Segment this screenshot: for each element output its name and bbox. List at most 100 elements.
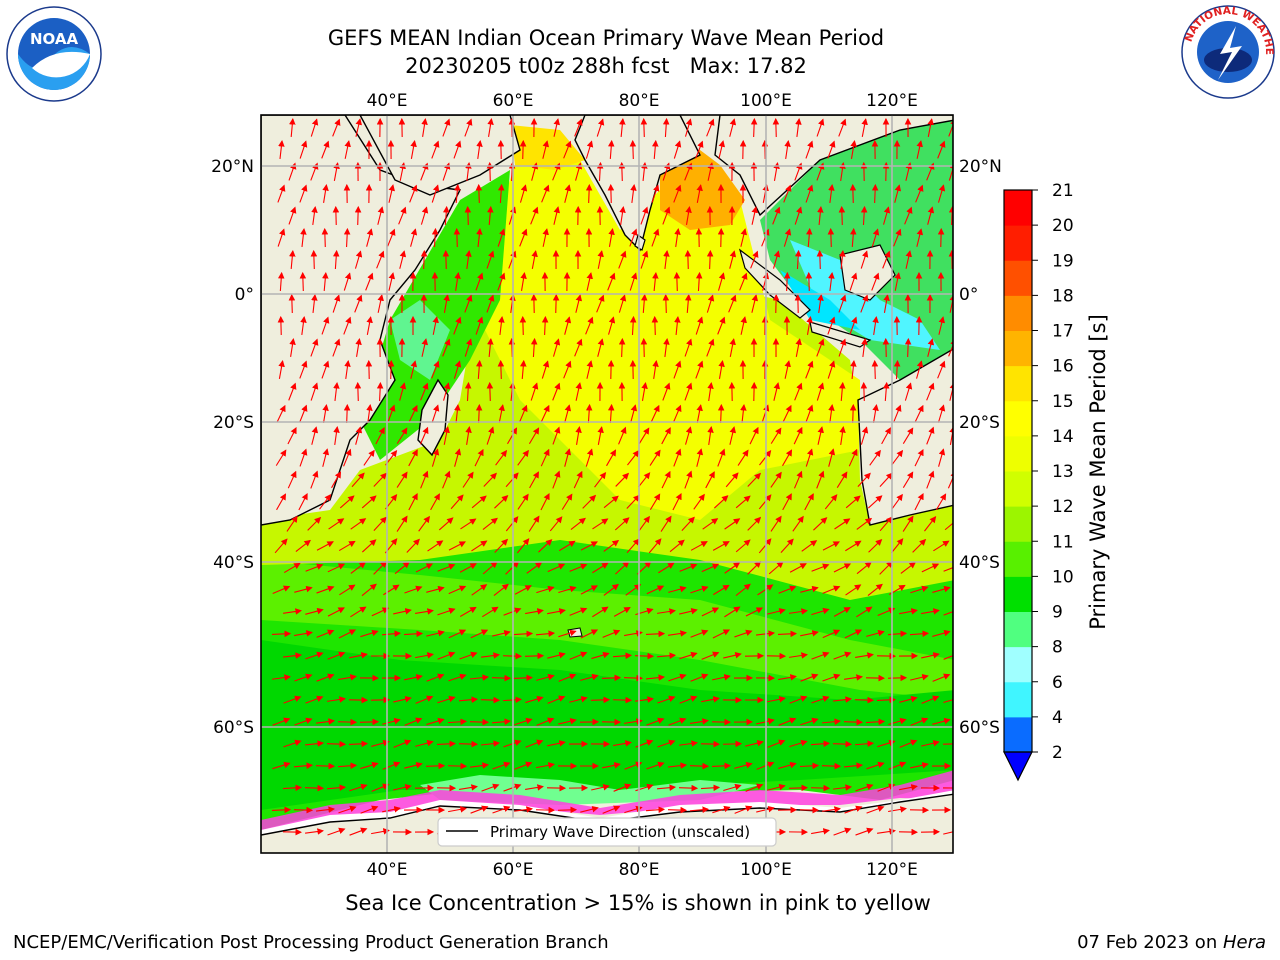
- wave-arrow: [420, 206, 429, 225]
- wave-arrow: [833, 563, 852, 573]
- wave-arrow: [525, 608, 544, 615]
- wave-arrow: [943, 699, 953, 703]
- wave-arrow: [333, 426, 340, 445]
- wave-arrow: [492, 629, 511, 637]
- wave-arrow: [707, 382, 714, 401]
- wave-arrow: [404, 674, 423, 681]
- wave-arrow: [910, 585, 929, 594]
- lon-label-top: 80°E: [619, 91, 660, 111]
- wave-arrow: [396, 515, 408, 532]
- wave-arrow: [619, 117, 626, 138]
- wave-arrow: [822, 806, 841, 813]
- wave-arrow: [717, 403, 725, 424]
- wave-arrow: [674, 315, 681, 336]
- wave-arrow: [377, 206, 385, 225]
- wave-arrow: [833, 651, 852, 660]
- wave-arrow: [547, 740, 566, 747]
- wave-arrow: [294, 717, 313, 726]
- wave-arrow: [366, 316, 373, 335]
- wave-arrow: [603, 583, 619, 596]
- wave-arrow: [426, 717, 445, 726]
- wave-arrow: [591, 651, 610, 660]
- wave-arrow: [371, 783, 390, 792]
- wave-arrow: [845, 495, 861, 509]
- wave-arrow: [706, 294, 715, 313]
- wave-arrow: [672, 492, 682, 511]
- wave-arrow: [328, 518, 345, 530]
- wave-arrow: [476, 227, 483, 248]
- wave-arrow: [535, 630, 556, 637]
- wave-arrow: [827, 360, 836, 379]
- wave-arrow: [354, 381, 362, 402]
- wave-arrow: [780, 538, 794, 554]
- wave-arrow: [657, 608, 676, 615]
- wave-arrow: [649, 449, 661, 466]
- wave-arrow: [557, 806, 578, 814]
- wave-arrow: [294, 630, 313, 637]
- wave-arrow: [316, 541, 334, 551]
- wave-arrow: [767, 696, 786, 703]
- wave-arrow: [474, 448, 484, 467]
- wave-arrow: [684, 382, 693, 401]
- wave-arrow: [902, 515, 914, 532]
- wave-arrow: [684, 293, 692, 314]
- wave-arrow: [712, 805, 731, 814]
- wave-arrow: [661, 470, 671, 489]
- wave-arrow: [526, 562, 543, 574]
- wave-arrow: [558, 585, 577, 594]
- wave-arrow: [914, 404, 924, 423]
- wave-arrow: [656, 652, 677, 659]
- wave-arrow: [612, 652, 633, 660]
- wave-arrow: [564, 316, 572, 335]
- wave-arrow: [747, 472, 762, 487]
- colorbar-tick-label: 4: [1052, 708, 1063, 728]
- wave-arrow: [700, 784, 721, 792]
- wave-arrow: [658, 562, 675, 574]
- wave-arrow: [492, 805, 511, 814]
- footer-date: 07 Feb 2023 on Hera: [1077, 932, 1266, 953]
- lat-label-right: 60°S: [959, 718, 1000, 738]
- wave-arrow: [289, 117, 296, 138]
- wave-arrow: [421, 118, 428, 137]
- wave-arrow: [672, 404, 682, 423]
- wave-arrow: [943, 567, 953, 572]
- wave-arrow: [310, 249, 318, 270]
- wave-arrow: [304, 784, 325, 792]
- wave-arrow: [475, 403, 483, 424]
- wave-arrow: [360, 629, 379, 638]
- wave-arrow: [491, 718, 512, 725]
- wave-arrow: [717, 272, 726, 291]
- wave-arrow: [848, 448, 858, 467]
- wave-arrow: [590, 696, 611, 704]
- wave-arrow: [899, 784, 918, 791]
- wave-arrow: [497, 228, 506, 247]
- wave-arrow: [881, 427, 891, 445]
- wave-arrow: [552, 338, 561, 357]
- wave-arrow: [772, 117, 780, 138]
- wave-arrow: [816, 118, 825, 137]
- wave-arrow: [778, 717, 797, 726]
- wave-arrow: [592, 606, 609, 618]
- wave-arrow: [311, 205, 318, 225]
- wave-arrow: [480, 696, 501, 704]
- wave-arrow: [406, 538, 420, 553]
- wave-arrow: [702, 518, 719, 530]
- wave-arrow: [759, 450, 772, 466]
- colorbar-tick-label: 20: [1052, 216, 1074, 236]
- colorbar-tick-label: 14: [1052, 427, 1074, 447]
- wave-arrow: [865, 718, 886, 726]
- wave-arrow: [899, 608, 918, 615]
- wave-arrow: [782, 404, 792, 423]
- wave-arrow: [712, 629, 731, 639]
- wave-arrow: [295, 539, 311, 552]
- wave-arrow: [871, 183, 879, 204]
- wave-arrow: [558, 717, 577, 725]
- wave-arrow: [373, 516, 387, 531]
- colorbar-segment: [1004, 471, 1032, 507]
- colorbar-segment: [1004, 541, 1032, 577]
- wave-arrow: [640, 206, 649, 225]
- wave-arrow: [415, 739, 434, 747]
- wave-arrow: [420, 249, 428, 270]
- wave-arrow: [705, 471, 715, 489]
- wave-arrow: [563, 140, 572, 159]
